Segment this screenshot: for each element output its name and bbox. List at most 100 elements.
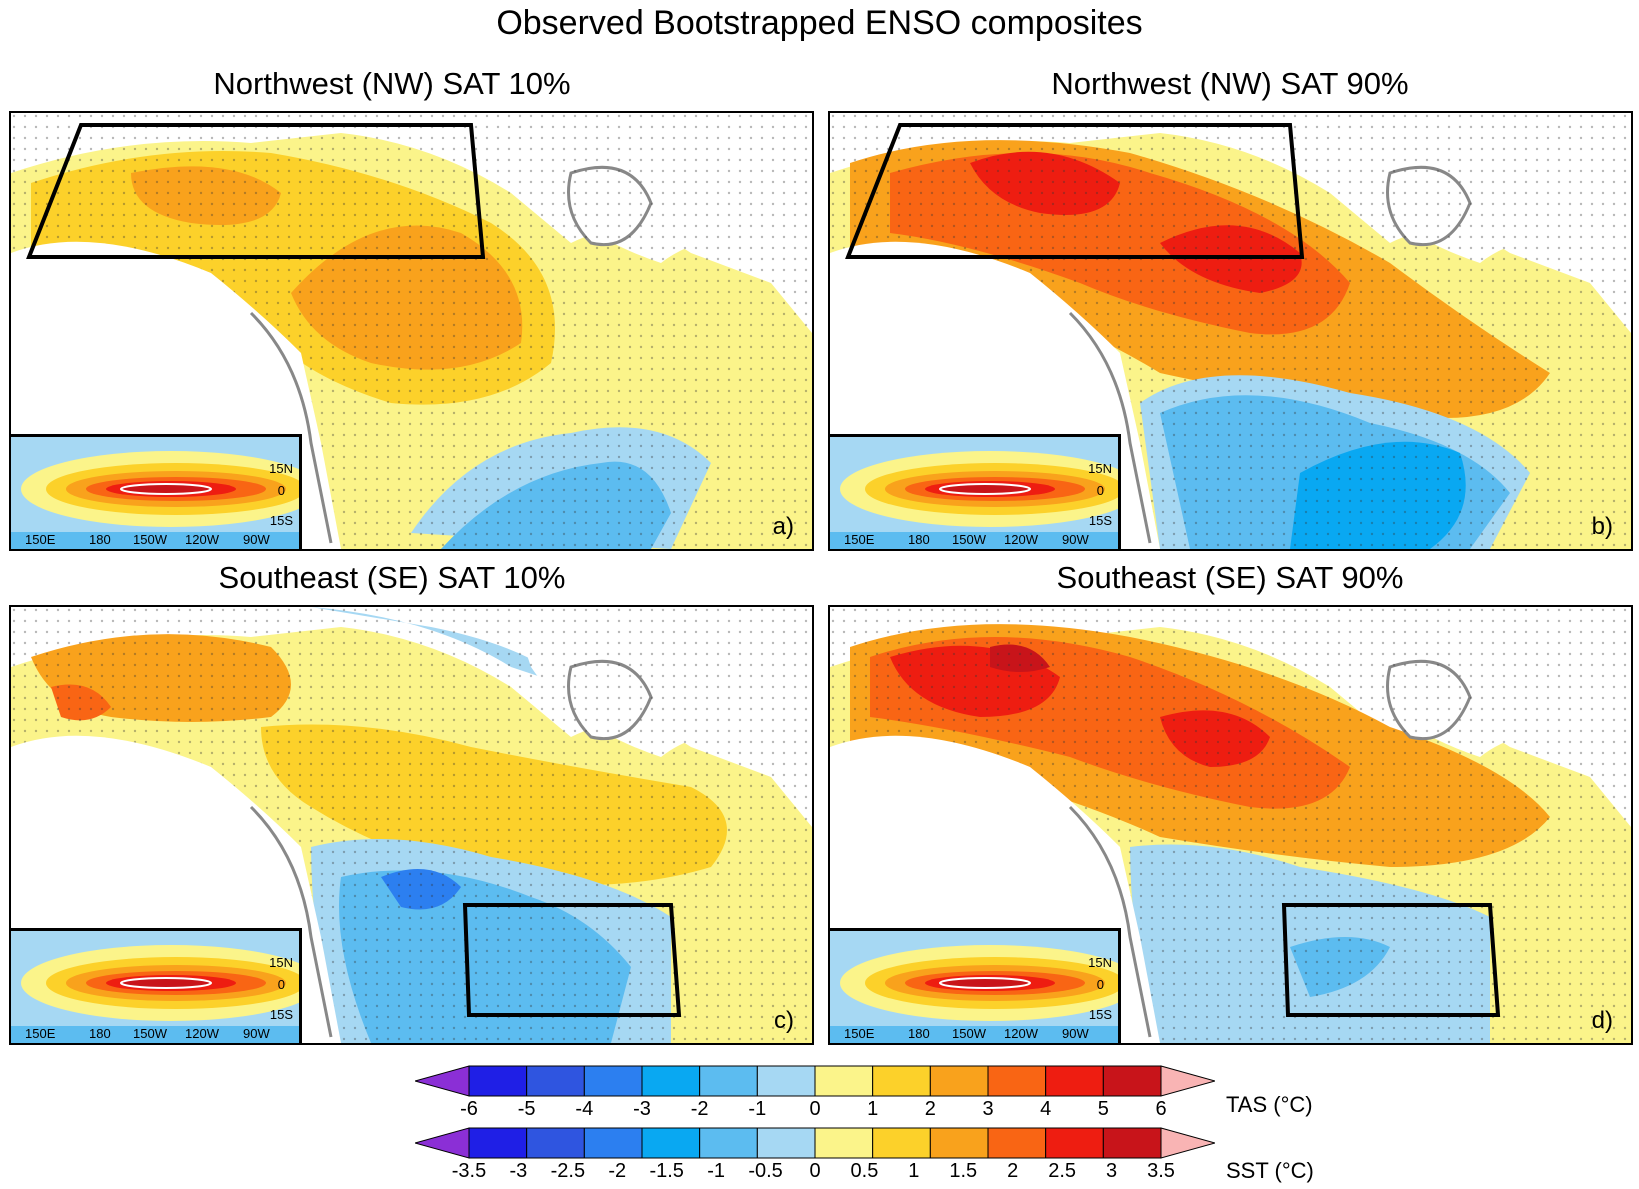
sst-colorbar-over-triangle: [1160, 1127, 1215, 1159]
sst-colorbar-tick-label: 3.5: [1147, 1160, 1175, 1182]
sst-colorbar-tick-label: 0: [809, 1160, 821, 1182]
tas-colorbar-swatch: [814, 1065, 874, 1097]
sst-colorbar-swatch: [1045, 1127, 1104, 1159]
panel-d-letter: d): [1591, 1007, 1613, 1034]
lon-label-150e: 150E: [844, 1026, 875, 1041]
sst-colorbar-swatch: [872, 1127, 931, 1159]
sst-colorbar-tick-label: 0.5: [850, 1160, 879, 1182]
sst-colorbar-swatch: [814, 1127, 874, 1159]
lon-label-120w: 120W: [1004, 1026, 1038, 1041]
sst-colorbar-under-triangle: [415, 1127, 470, 1159]
tas-colorbar-swatches: [415, 1065, 1215, 1097]
figure-title: Observed Bootstrapped ENSO composites: [496, 4, 1143, 42]
panel-a-sst-inset: 15N 0 15S 150E 180 150W 120W 90W: [11, 434, 302, 549]
panel-b-map: 15N 0 15S 150E 180 150W 120W 90W b): [828, 111, 1633, 551]
tas-colorbar-swatch: [1102, 1065, 1162, 1097]
lat-label-eq: 0: [277, 483, 285, 498]
sst-colorbar-swatch: [526, 1127, 585, 1159]
tas-colorbar-under-triangle: [415, 1065, 470, 1097]
sst-colorbar-swatch: [583, 1127, 643, 1159]
lat-label-15s: 15S: [269, 513, 293, 528]
sst-colorbar-tick-label: -3.5: [451, 1160, 487, 1182]
lat-label-15s: 15S: [1088, 1007, 1112, 1022]
sst-colorbar-swatch: [641, 1127, 701, 1159]
sst-colorbar-tick-label: 3: [1106, 1160, 1118, 1182]
tas-colorbar-tick-label: -3: [633, 1098, 651, 1120]
tas-colorbar-tick-label: -1: [748, 1098, 767, 1120]
sst-colorbar-tick-label: -1: [707, 1160, 726, 1182]
tas-colorbar-swatch: [929, 1065, 989, 1097]
lon-label-120w: 120W: [185, 532, 219, 547]
panel-d-map: 15N 0 15S 150E 180 150W 120W 90W d): [828, 605, 1633, 1045]
panel-b-sst-field: [830, 437, 1118, 549]
lon-label-180: 180: [908, 532, 930, 547]
sst-colorbar-tick-label: 2: [1007, 1160, 1019, 1182]
sst-colorbar-tick-label: -0.5: [748, 1160, 783, 1182]
lon-label-180: 180: [908, 1026, 930, 1041]
lon-label-150w: 150W: [952, 532, 986, 547]
panel-c-sst-field: [11, 931, 299, 1043]
lat-label-15s: 15S: [1088, 513, 1112, 528]
sst-colorbar-swatch: [468, 1127, 528, 1159]
sst-colorbar-swatch: [699, 1127, 758, 1159]
lon-label-150w: 150W: [133, 532, 167, 547]
lat-label-eq: 0: [1096, 977, 1104, 992]
lat-label-15s: 15S: [269, 1007, 293, 1022]
panel-b-letter: b): [1591, 513, 1613, 540]
lat-label-15n: 15N: [269, 461, 293, 476]
sst-colorbar: -3.5 -3 -2.5 -2 -1.5 -1 -0.5 0 0.5 1 1.5 2 2.5 3 3.5: [415, 1126, 1215, 1186]
tas-colorbar-tick-label: 0: [809, 1098, 821, 1120]
lon-label-150e: 150E: [25, 532, 56, 547]
sst-colorbar-tick-label: 1: [908, 1160, 920, 1182]
lat-label-15n: 15N: [269, 955, 293, 970]
tas-colorbar-swatch: [987, 1065, 1047, 1097]
lon-label-150w: 150W: [133, 1026, 167, 1041]
lon-label-150e: 150E: [25, 1026, 56, 1041]
lon-label-180: 180: [89, 532, 111, 547]
sst-colorbar-tick-label: -1.5: [649, 1160, 684, 1182]
sst-colorbar-swatch: [756, 1127, 816, 1159]
sst-colorbar-swatch: [1102, 1127, 1162, 1159]
sst-colorbar-tick-label: -3: [509, 1160, 528, 1182]
panel-a-letter: a): [772, 513, 794, 540]
panel-c-sst-inset: 15N 0 15S 150E 180 150W 120W 90W: [11, 928, 302, 1043]
tas-colorbar-tick-label: -2: [690, 1098, 709, 1120]
tas-colorbar-swatch: [872, 1065, 931, 1097]
tas-colorbar-swatch: [641, 1065, 701, 1097]
tas-colorbar-tick-label: -4: [575, 1098, 594, 1120]
panel-c-title: Southeast (SE) SAT 10%: [218, 560, 566, 595]
lat-label-eq: 0: [1096, 483, 1104, 498]
panel-a-title: Northwest (NW) SAT 10%: [213, 66, 571, 101]
sst-colorbar-tick-label: 2.5: [1048, 1160, 1077, 1182]
panel-c-letter: c): [774, 1007, 794, 1034]
lon-label-120w: 120W: [1004, 532, 1038, 547]
lon-label-90w: 90W: [1062, 532, 1089, 547]
sst-colorbar-tick-label: 1.5: [949, 1160, 978, 1182]
tas-colorbar-swatch: [583, 1065, 643, 1097]
lon-label-90w: 90W: [243, 532, 270, 547]
lon-label-90w: 90W: [1062, 1026, 1089, 1041]
lon-label-90w: 90W: [243, 1026, 270, 1041]
panel-d-sst-inset: 15N 0 15S 150E 180 150W 120W 90W: [830, 928, 1121, 1043]
sst-colorbar-label: SST (°C): [1226, 1158, 1314, 1183]
sst-colorbar-swatch: [987, 1127, 1047, 1159]
tas-colorbar-tick-label: 3: [982, 1098, 994, 1120]
tas-colorbar-tick-label: -6: [460, 1098, 478, 1120]
lon-label-150e: 150E: [844, 532, 875, 547]
sst-colorbar-tick-label: -2.5: [550, 1160, 586, 1182]
tas-colorbar-tick-label: 2: [924, 1098, 936, 1120]
panel-d-sst-field: [830, 931, 1118, 1043]
tas-colorbar-swatch: [1045, 1065, 1104, 1097]
tas-colorbar-over-triangle: [1160, 1065, 1215, 1097]
sst-colorbar-swatches: [415, 1127, 1215, 1159]
panel-b-sst-inset: 15N 0 15S 150E 180 150W 120W 90W: [830, 434, 1121, 549]
tas-colorbar-swatch: [756, 1065, 816, 1097]
panel-b-title: Northwest (NW) SAT 90%: [1051, 66, 1409, 101]
panel-d-title: Southeast (SE) SAT 90%: [1056, 560, 1404, 595]
sst-colorbar-swatch: [929, 1127, 989, 1159]
tas-colorbar-label: TAS (°C): [1226, 1092, 1313, 1117]
tas-colorbar-tick-label: -5: [517, 1098, 536, 1120]
panel-c-map: 15N 0 15S 150E 180 150W 120W 90W c): [9, 605, 814, 1045]
lat-label-eq: 0: [277, 977, 285, 992]
tas-colorbar-tick-label: 1: [867, 1098, 879, 1120]
